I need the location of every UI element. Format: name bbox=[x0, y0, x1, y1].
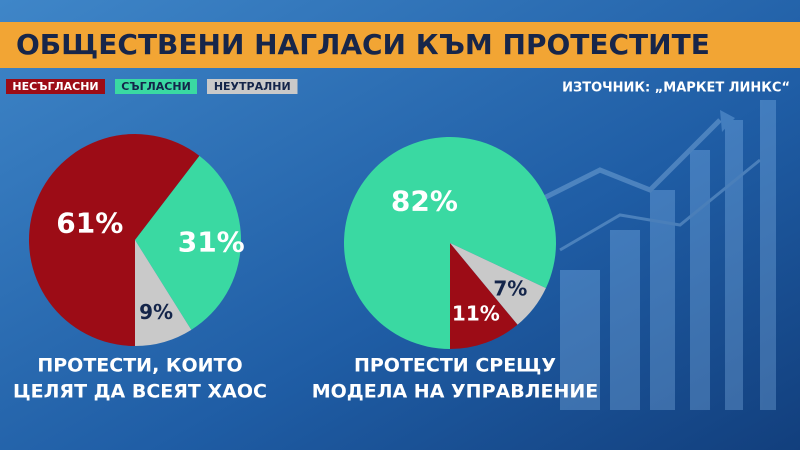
value-label: 61% bbox=[56, 207, 123, 240]
pie-caption: ЦЕЛЯТ ДА ВСЕЯТ ХАОС bbox=[13, 381, 267, 403]
pie-slice bbox=[135, 240, 192, 346]
decoration bbox=[538, 100, 776, 410]
legend-swatch bbox=[6, 79, 105, 94]
pie-slice bbox=[450, 243, 546, 325]
value-label: 82% bbox=[391, 185, 458, 218]
legend-label: НЕСЪГЛАСНИ bbox=[12, 80, 98, 93]
pie-caption: ПРОТЕСТИ СРЕЩУ bbox=[354, 355, 556, 377]
value-label: 11% bbox=[452, 301, 500, 325]
pie-caption: МОДЕЛА НА УПРАВЛЕНИЕ bbox=[312, 381, 598, 403]
legend-label: НЕУТРАЛНИ bbox=[214, 80, 291, 93]
value-label: 9% bbox=[139, 300, 173, 324]
legend-label: СЪГЛАСНИ bbox=[121, 80, 191, 93]
pie-slice bbox=[450, 243, 518, 349]
legend-swatch bbox=[207, 79, 298, 94]
value-label: 7% bbox=[493, 276, 527, 300]
legend: НЕСЪГЛАСНИ СЪГЛАСНИ НЕУТРАЛНИ bbox=[6, 79, 298, 94]
pie-slice bbox=[29, 134, 200, 346]
pie-slice bbox=[135, 155, 241, 330]
pie-caption: ПРОТЕСТИ, КОИТО bbox=[37, 355, 242, 377]
legend-swatch bbox=[115, 79, 197, 94]
title-bar bbox=[0, 22, 800, 68]
value-label: 31% bbox=[178, 226, 245, 259]
source: ИЗТОЧНИК: „МАРКЕТ ЛИНКС“ bbox=[562, 81, 790, 96]
title: ОБЩЕСТВЕНИ НАГЛАСИ КЪМ ПРОТЕСТИТЕ bbox=[16, 28, 710, 61]
charts: 61% 31% 9% ПРОТЕСТИ, КОИТО ЦЕЛЯТ ДА ВСЕЯТ ХА… bbox=[13, 134, 598, 403]
